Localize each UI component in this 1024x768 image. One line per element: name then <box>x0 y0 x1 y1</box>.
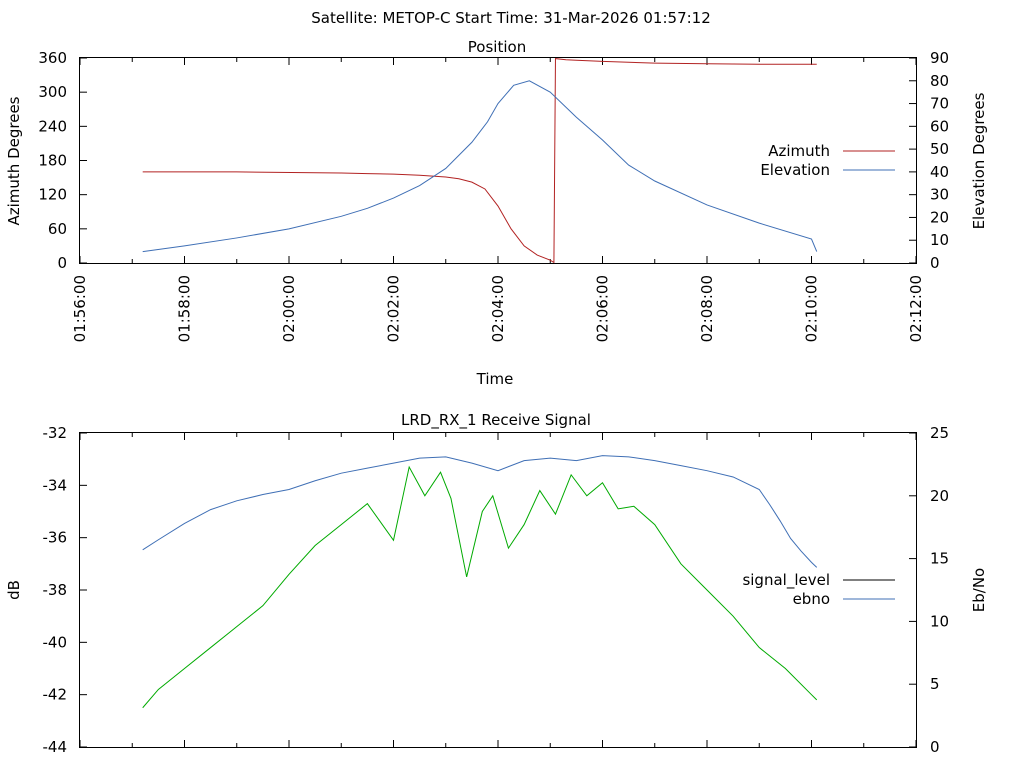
position-line-elevation <box>142 80 818 253</box>
receive-left-tick-label: -40 <box>43 633 68 651</box>
position-left-tick-label: 60 <box>48 220 67 238</box>
position-left-ticks: 0 60 120 180 240 300 360 <box>38 49 87 272</box>
receive-right-tick-label: 0 <box>930 738 940 756</box>
position-left-tick-label: 0 <box>57 254 67 272</box>
receive-y2-axis-label: Eb/No <box>970 568 988 612</box>
receive-line-ebno <box>142 455 818 568</box>
position-right-tick-label: 10 <box>930 231 949 249</box>
position-x-ticks: 01:56:00 01:58:00 02:00:00 02:02:00 02:04:00… <box>71 58 925 342</box>
position-x-tick-label: 02:08:00 <box>698 275 716 342</box>
position-right-tick-label: 90 <box>930 49 949 67</box>
receive-left-tick-label: -34 <box>43 476 68 494</box>
position-y-axis-label: Azimuth Degrees <box>5 96 23 225</box>
receive-left-tick-label: -38 <box>43 581 68 599</box>
position-right-tick-label: 0 <box>930 254 940 272</box>
position-x-tick-label: 02:02:00 <box>385 275 403 342</box>
position-left-tick-label: 360 <box>38 49 67 67</box>
position-x-axis-label: Time <box>476 370 514 388</box>
position-x-tick-label: 01:56:00 <box>71 275 89 342</box>
position-right-tick-label: 40 <box>930 163 949 181</box>
position-right-tick-label: 30 <box>930 186 949 204</box>
position-series <box>142 58 818 264</box>
receive-left-ticks: -32 -34 -36 -38 -40 -42 -44 <box>43 424 87 756</box>
receive-series <box>142 455 818 709</box>
position-right-ticks: 0 10 20 30 40 50 60 70 80 90 <box>909 49 949 272</box>
receive-x-ticks <box>79 433 917 747</box>
receive-chart-title: LRD_RX_1 Receive Signal <box>401 411 591 430</box>
position-plot-frame <box>79 57 917 264</box>
position-right-tick-label: 80 <box>930 72 949 90</box>
position-left-tick-label: 300 <box>38 83 67 101</box>
receive-legend: signal_level ebno <box>742 571 895 608</box>
position-left-tick-label: 240 <box>38 117 67 135</box>
legend-label-signal-level: signal_level <box>742 571 830 590</box>
receive-left-tick-label: -32 <box>43 424 68 442</box>
position-x-tick-label: 01:58:00 <box>176 275 194 342</box>
receive-right-tick-label: 20 <box>930 487 949 505</box>
position-x-tick-label: 02:06:00 <box>594 275 612 342</box>
position-right-tick-label: 20 <box>930 208 949 226</box>
position-x-tick-label: 02:00:00 <box>280 275 298 342</box>
legend-label-ebno: ebno <box>793 590 830 608</box>
position-left-tick-label: 120 <box>38 186 67 204</box>
position-x-tick-label: 02:10:00 <box>803 275 821 342</box>
legend-label-elevation: Elevation <box>760 161 830 179</box>
position-x-tick-label: 02:12:00 <box>907 275 925 342</box>
receive-right-tick-label: 15 <box>930 550 949 568</box>
receive-right-tick-label: 10 <box>930 612 949 630</box>
position-y2-axis-label: Elevation Degrees <box>970 92 988 229</box>
position-right-tick-label: 60 <box>930 117 949 135</box>
receive-left-tick-label: -44 <box>43 738 68 756</box>
figure-suptitle: Satellite: METOP-C Start Time: 31-Mar-20… <box>311 9 711 27</box>
position-x-tick-label: 02:04:00 <box>489 275 507 342</box>
receive-left-tick-label: -42 <box>43 686 68 704</box>
receive-right-tick-label: 5 <box>930 675 940 693</box>
receive-y-axis-label: dB <box>5 580 23 600</box>
position-right-tick-label: 50 <box>930 140 949 158</box>
receive-right-tick-label: 25 <box>930 424 949 442</box>
receive-line-series-2 <box>142 465 818 709</box>
position-right-tick-label: 70 <box>930 95 949 113</box>
position-legend: Azimuth Elevation <box>760 142 895 179</box>
position-left-tick-label: 180 <box>38 152 67 170</box>
receive-signal-chart: LRD_RX_1 Receive Signal dB Eb/No -32-34-… <box>5 411 988 756</box>
receive-plot-frame <box>79 432 917 748</box>
receive-left-tick-label: -36 <box>43 529 68 547</box>
position-line-azimuth <box>142 58 817 264</box>
legend-label-azimuth: Azimuth <box>768 142 830 160</box>
position-chart-title: Position <box>468 38 526 56</box>
position-chart: Position Azimuth Degrees Elevation Degre… <box>5 38 988 388</box>
receive-right-ticks: 0 5 10 15 20 25 <box>909 424 949 756</box>
